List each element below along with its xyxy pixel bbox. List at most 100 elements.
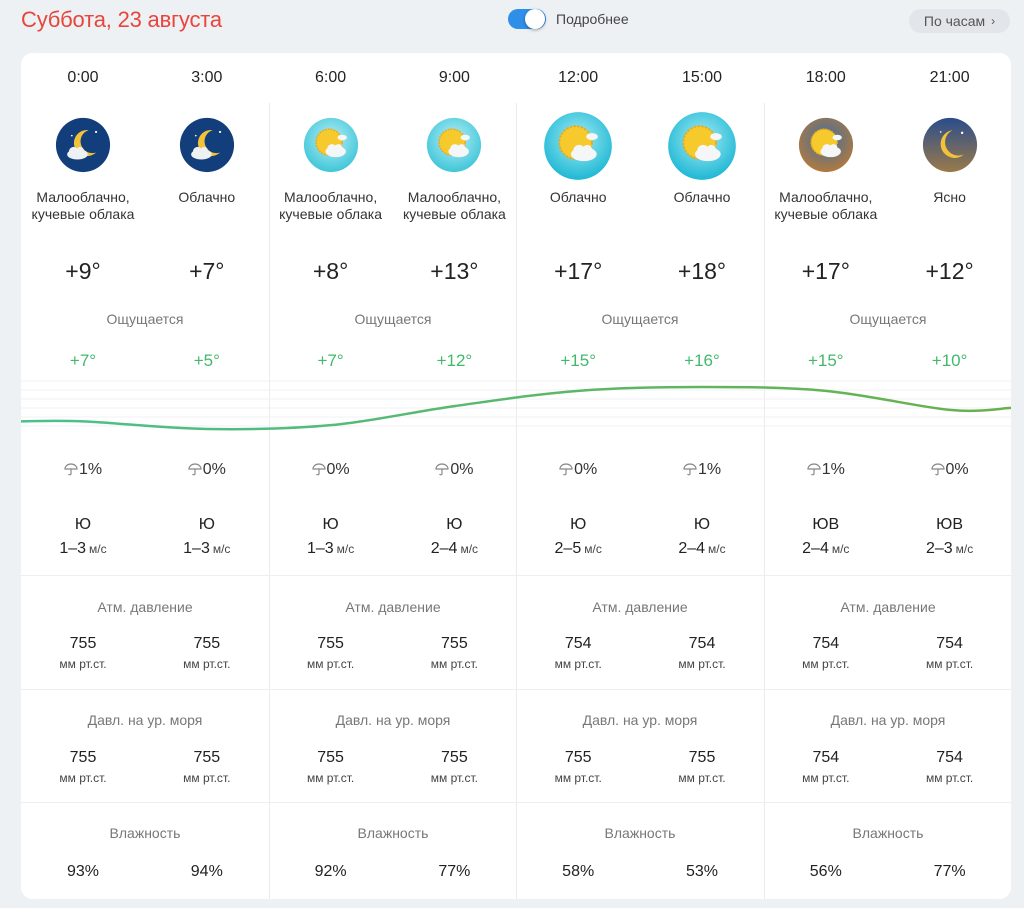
humidity-value: 56% [809,863,842,880]
temperature-value: +13° [430,258,479,284]
humidity-label: Влажность [852,825,924,841]
precipitation-value: 1% [764,461,888,479]
wind-unit: м/с [584,542,602,556]
sea-pressure-value: 755 [688,749,716,766]
details-toggle-label: Подробнее [556,11,629,27]
humidity-label: Влажность [357,825,429,841]
temperature-value: +18° [677,258,727,284]
umbrella-icon [64,463,78,476]
sea-pressure-label: Давл. на ур. моря [582,712,698,728]
evening-sun-cloud-icon [798,117,854,178]
sea-pressure-unit: мм рт.ст. [430,771,479,785]
forecast-column: 6:00 Малооблачно, кучевые облака +8° +7°… [269,53,393,899]
wind-unit: м/с [831,542,850,556]
wind-direction: Ю [74,516,92,533]
sea-pressure-value: 755 [69,749,97,766]
pressure-unit: мм рт.ст. [183,657,231,671]
atm-pressure-label: Атм. давление [97,599,193,615]
wind-speed: 1–3 м/с [306,540,355,557]
umbrella-icon [807,463,821,476]
pressure-value: 754 [812,635,840,652]
night-cloud-moon-icon [55,117,111,178]
humidity-value: 92% [314,863,347,880]
feels-like-value: +15° [560,351,596,370]
pressure-value: 755 [69,635,97,652]
umbrella-icon [311,463,326,476]
wind-speed: 2–3 м/с [925,540,974,557]
sea-pressure-value: 754 [812,749,840,766]
temperature-value: +12° [925,258,974,284]
time-label: 0:00 [67,69,99,86]
column-divider [269,103,270,899]
wind-direction: Ю [693,516,711,533]
humidity-value: 93% [66,863,100,880]
column-divider [764,103,765,899]
wind-speed: 2–4 м/с [802,540,850,557]
day-sun-cloud-icon [543,111,613,186]
temperature-value: +17° [554,258,603,284]
hourly-button[interactable]: По часам › [909,9,1010,33]
humidity-value: 53% [685,863,719,880]
sea-pressure-unit: мм рт.ст. [554,771,602,785]
date-title: Суббота, 23 августа [21,7,222,32]
day-sun-cloud-icon [667,111,737,186]
time-label: 18:00 [805,69,846,86]
toggle-knob [525,9,545,29]
forecast-column: 15:00 Облачно +18° +16° 1% Ю 2–4 м/с 754 … [640,53,764,899]
time-label: 9:00 [438,69,470,86]
temperature-series-line [21,385,1011,431]
details-toggle-group[interactable]: Подробнее [508,9,629,29]
forecast-card: Ощущается Ощущается Ощущается Ощущается … [21,53,1011,899]
sea-pressure-label: Давл. на ур. моря [335,712,451,728]
wind-unit: м/с [212,542,231,556]
night-cloud-moon-icon [179,117,235,178]
wind-unit: м/с [336,542,355,556]
condition-text: Малооблачно, кучевые облака [402,189,506,222]
wind-direction: Ю [570,516,587,533]
wind-speed: 2–5 м/с [554,540,602,557]
precipitation-value: 1% [640,461,764,479]
atm-pressure-label: Атм. давление [345,599,441,615]
feels-like-label: Ощущается [106,311,184,327]
feels-like-value: +10° [931,351,968,370]
sea-pressure-unit: мм рт.ст. [59,771,107,785]
temperature-value: +7° [189,258,225,284]
wind-speed: 2–4 м/с [678,540,726,557]
time-label: 6:00 [315,69,347,86]
precipitation-value: 0% [888,461,1011,479]
feels-like-value: +7° [69,351,97,370]
wind-unit: м/с [89,542,107,556]
row-divider [21,802,1011,803]
feels-like-label: Ощущается [849,311,927,327]
temperature-value: +17° [801,258,850,284]
umbrella-icon [559,463,573,476]
humidity-value: 77% [438,863,471,880]
pressure-unit: мм рт.ст. [802,657,850,671]
condition-text: Малооблачно, кучевые облака [774,189,878,222]
wind-speed: 2–4 м/с [430,540,479,557]
sea-pressure-value: 755 [317,749,344,766]
pressure-value: 755 [193,635,221,652]
pressure-value: 755 [441,635,468,652]
details-toggle[interactable] [508,9,546,29]
wind-speed: 1–3 м/с [183,540,231,557]
feels-like-value: +7° [317,351,344,370]
precipitation-value: 0% [516,461,640,479]
sea-pressure-value: 754 [936,749,963,766]
sea-pressure-label: Давл. на ур. моря [87,712,203,728]
pressure-unit: мм рт.ст. [306,657,355,671]
column-divider [516,103,517,899]
time-label: 15:00 [681,69,723,86]
forecast-column: 9:00 Малооблачно, кучевые облака +13° +1… [392,53,516,899]
feels-like-value: +5° [193,351,220,370]
time-label: 21:00 [929,69,970,86]
sea-pressure-value: 755 [564,749,592,766]
precipitation-value: 0% [269,461,393,479]
condition-text: Малооблачно, кучевые облака [279,189,383,222]
humidity-label: Влажность [109,825,181,841]
pressure-unit: мм рт.ст. [678,657,726,671]
atm-pressure-label: Атм. давление [840,599,936,615]
pressure-unit: мм рт.ст. [554,657,602,671]
forecast-column: 21:00 Ясно +12° +10° 0% ЮВ 2–3 м/с 754 мм… [888,53,1011,899]
sea-pressure-unit: мм рт.ст. [925,771,974,785]
